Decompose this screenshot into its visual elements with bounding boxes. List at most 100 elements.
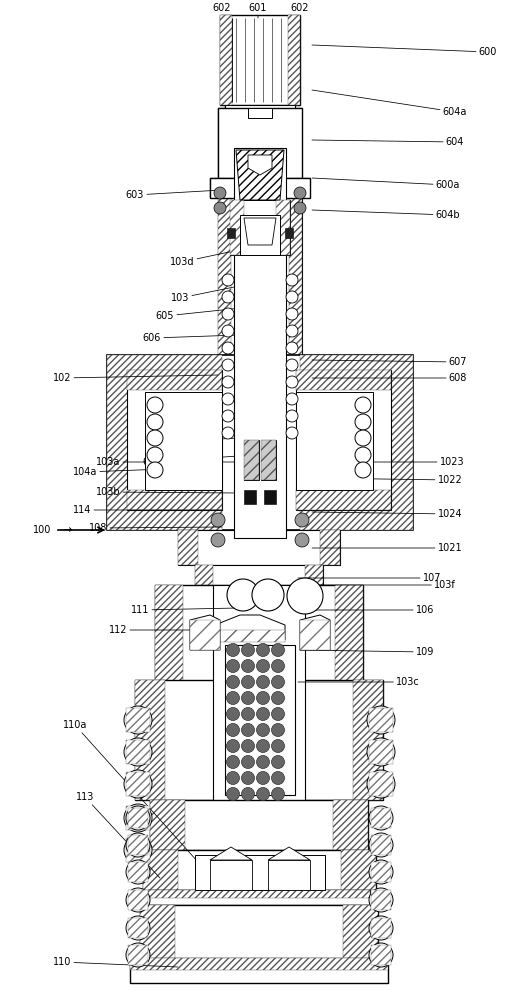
Circle shape xyxy=(286,359,298,371)
Circle shape xyxy=(256,692,269,704)
Circle shape xyxy=(286,427,298,439)
Bar xyxy=(287,105,295,113)
Bar xyxy=(140,905,378,960)
Circle shape xyxy=(226,724,239,736)
Circle shape xyxy=(286,308,298,320)
Bar xyxy=(369,740,393,764)
Text: 601: 601 xyxy=(249,3,267,18)
Bar xyxy=(127,370,222,390)
Circle shape xyxy=(214,202,226,214)
Bar xyxy=(333,800,368,850)
Circle shape xyxy=(355,414,371,430)
Circle shape xyxy=(226,756,239,768)
Bar xyxy=(130,958,388,983)
Circle shape xyxy=(256,772,269,784)
Circle shape xyxy=(286,325,298,337)
Bar xyxy=(300,620,330,650)
Circle shape xyxy=(126,943,150,967)
Circle shape xyxy=(271,708,284,720)
Bar xyxy=(371,918,391,938)
Bar xyxy=(320,530,340,565)
Bar xyxy=(371,835,391,855)
Circle shape xyxy=(367,738,395,766)
Circle shape xyxy=(286,342,298,354)
Bar xyxy=(127,490,222,510)
Circle shape xyxy=(124,706,152,734)
Polygon shape xyxy=(145,392,222,490)
Circle shape xyxy=(355,462,371,478)
Bar xyxy=(335,585,363,865)
Bar xyxy=(190,620,220,650)
Bar xyxy=(276,200,290,255)
Bar xyxy=(195,565,213,585)
Text: 109: 109 xyxy=(300,647,434,657)
Bar xyxy=(240,215,280,255)
Circle shape xyxy=(355,430,371,446)
Polygon shape xyxy=(231,112,289,148)
Circle shape xyxy=(126,888,150,912)
Text: 102: 102 xyxy=(53,373,218,383)
Bar xyxy=(371,945,391,965)
Circle shape xyxy=(241,676,254,688)
Bar xyxy=(261,440,276,480)
Bar xyxy=(128,918,148,938)
Circle shape xyxy=(271,676,284,688)
Text: 103d: 103d xyxy=(170,248,248,267)
Bar xyxy=(107,355,222,530)
Bar xyxy=(128,945,148,965)
Circle shape xyxy=(222,376,234,388)
Bar xyxy=(140,905,175,960)
Bar xyxy=(135,680,165,800)
Circle shape xyxy=(226,692,239,704)
Bar xyxy=(244,440,259,480)
Polygon shape xyxy=(244,218,276,245)
Circle shape xyxy=(295,513,309,527)
Circle shape xyxy=(271,692,284,704)
Circle shape xyxy=(126,916,150,940)
Bar xyxy=(285,228,293,238)
Circle shape xyxy=(256,740,269,752)
Bar xyxy=(150,800,368,850)
Circle shape xyxy=(286,274,298,286)
Bar xyxy=(264,490,276,504)
Bar xyxy=(126,740,150,764)
Bar xyxy=(371,862,391,882)
Circle shape xyxy=(369,943,393,967)
Bar xyxy=(128,890,148,910)
Polygon shape xyxy=(210,847,252,860)
Bar xyxy=(148,890,370,898)
Circle shape xyxy=(222,325,234,337)
Bar xyxy=(343,905,378,960)
Circle shape xyxy=(369,833,393,857)
Bar xyxy=(195,855,325,890)
Bar xyxy=(289,108,302,178)
Circle shape xyxy=(226,676,239,688)
Circle shape xyxy=(241,660,254,672)
Circle shape xyxy=(271,724,284,736)
Bar xyxy=(225,105,233,113)
Circle shape xyxy=(226,740,239,752)
Polygon shape xyxy=(215,615,285,640)
Bar xyxy=(128,808,148,828)
Circle shape xyxy=(367,770,395,798)
Circle shape xyxy=(226,772,239,784)
Circle shape xyxy=(369,806,393,830)
Bar xyxy=(178,530,198,565)
Circle shape xyxy=(252,579,284,611)
Circle shape xyxy=(256,756,269,768)
Circle shape xyxy=(369,916,393,940)
Bar xyxy=(230,200,290,255)
Bar xyxy=(296,490,391,510)
Bar xyxy=(218,108,231,178)
Bar xyxy=(296,370,391,510)
Circle shape xyxy=(211,533,225,547)
Circle shape xyxy=(241,692,254,704)
Circle shape xyxy=(355,447,371,463)
Polygon shape xyxy=(190,615,220,650)
Circle shape xyxy=(126,860,150,884)
Bar xyxy=(248,108,272,118)
Text: 103c: 103c xyxy=(298,677,420,687)
Circle shape xyxy=(227,579,259,611)
Text: 112: 112 xyxy=(109,625,222,635)
Bar xyxy=(341,850,376,890)
